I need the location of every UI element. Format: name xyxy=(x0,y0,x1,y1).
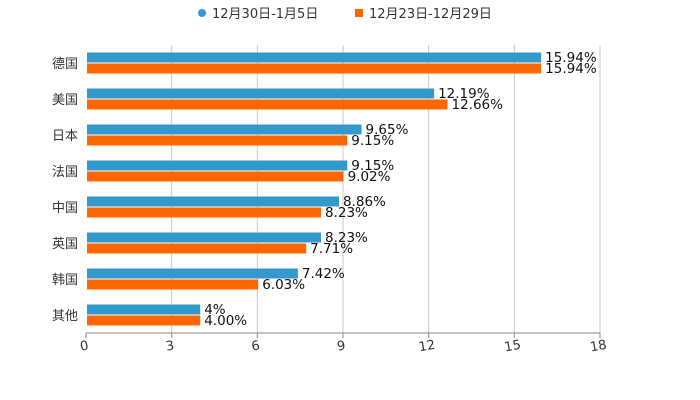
legend-label-series-1: 12月30日-1月5日 xyxy=(212,7,318,22)
data-label--series-2: 8.23% xyxy=(325,205,368,221)
bar--series-2 xyxy=(87,99,448,110)
x-tick-label: 6 xyxy=(250,338,261,354)
bar--series-1 xyxy=(87,232,322,243)
category-label: 英国 xyxy=(52,237,78,252)
category-label: 中国 xyxy=(52,201,78,216)
bar--series-2 xyxy=(87,207,322,218)
x-tick-label: 12 xyxy=(418,338,437,356)
bar--series-1 xyxy=(87,88,435,99)
bar--series-1 xyxy=(87,124,362,135)
legend: 12月30日-1月5日 12月23日-12月29日 xyxy=(198,7,492,22)
data-label--series-2: 4.00% xyxy=(204,313,247,329)
data-label--series-2: 7.71% xyxy=(310,241,353,257)
bar--series-1 xyxy=(87,268,298,279)
data-label--series-2: 6.03% xyxy=(262,277,305,293)
x-tick-label: 9 xyxy=(336,338,347,354)
bar--series-1 xyxy=(87,160,348,171)
bar--series-1 xyxy=(87,304,201,315)
data-label--series-2: 15.94% xyxy=(545,61,597,77)
category-label: 德国 xyxy=(52,57,78,72)
bar--series-2 xyxy=(87,243,307,254)
x-axis-ticks: 0 3 6 9 12 15 18 xyxy=(79,333,608,355)
category-label: 日本 xyxy=(52,129,78,144)
bars xyxy=(87,52,542,326)
data-label--series-1: 7.42% xyxy=(302,266,345,282)
category-label: 美国 xyxy=(52,93,78,108)
data-label--series-1: 15.94% xyxy=(545,50,597,66)
category-label: 韩国 xyxy=(52,273,78,288)
grid-lines xyxy=(171,45,601,333)
bar--series-2 xyxy=(87,63,542,74)
category-label: 其他 xyxy=(52,309,78,324)
data-label--series-1: 4% xyxy=(204,302,226,318)
data-label--series-2: 12.66% xyxy=(452,97,504,113)
data-label--series-1: 8.23% xyxy=(325,230,368,246)
data-label--series-1: 9.15% xyxy=(351,158,394,174)
bar--series-2 xyxy=(87,171,344,182)
data-label--series-2: 9.02% xyxy=(348,169,391,185)
bar--series-1 xyxy=(87,196,340,207)
legend-label-series-2: 12月23日-12月29日 xyxy=(369,7,492,22)
data-label--series-1: 12.19% xyxy=(438,86,490,102)
bar--series-2 xyxy=(87,315,201,326)
category-label: 法国 xyxy=(52,165,78,180)
legend-marker-series-1 xyxy=(198,9,206,17)
bar--series-2 xyxy=(87,279,259,290)
x-tick-label: 3 xyxy=(165,338,176,354)
data-labels: 15.94%15.94%12.19%12.66%9.65%9.15%9.15%9… xyxy=(204,50,597,329)
x-tick-label: 18 xyxy=(589,338,608,356)
bar--series-2 xyxy=(87,135,348,146)
x-tick-label: 15 xyxy=(503,338,522,356)
data-label--series-1: 8.86% xyxy=(343,194,386,210)
data-label--series-2: 9.15% xyxy=(351,133,394,149)
data-label--series-1: 9.65% xyxy=(366,122,409,138)
legend-marker-series-2 xyxy=(355,9,363,17)
x-tick-label: 0 xyxy=(79,338,90,354)
bar--series-1 xyxy=(87,52,542,63)
